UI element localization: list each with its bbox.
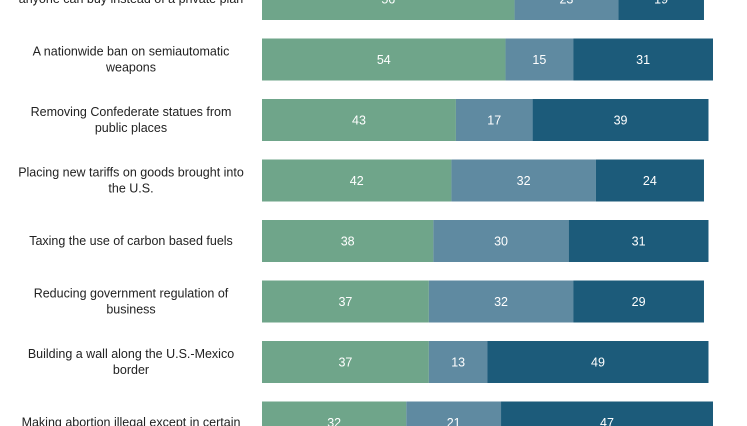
bar-segment-3 (532, 99, 709, 141)
category-label: A nationwide ban on semiautomatic weapons (33, 45, 230, 75)
value-label: 19 (654, 0, 668, 7)
bar-row: Taxing the use of carbon based fuels 38 30… (29, 220, 709, 262)
bar-segment-2 (433, 220, 569, 262)
value-label: 42 (350, 174, 364, 188)
value-label: 21 (447, 416, 461, 426)
category-label: Taxing the use of carbon based fuels (29, 234, 233, 248)
value-label: 29 (632, 295, 646, 309)
value-label: 32 (517, 174, 531, 188)
value-label: 17 (487, 114, 501, 128)
bar-segment-3 (487, 341, 709, 383)
bar-segment-1 (262, 280, 429, 323)
bar-segment-3 (573, 280, 704, 323)
bar-row: Reducing government regulation of busines… (34, 280, 704, 323)
bar-segment-2 (451, 159, 596, 202)
bar-segment-1 (262, 159, 452, 202)
value-label: 54 (377, 53, 391, 67)
value-label: 31 (636, 53, 650, 67)
bar-segment-2 (514, 0, 619, 20)
bar-row: A nationwide ban on semiautomatic weapons… (33, 38, 713, 81)
category-label: Building a wall along the U.S.-Mexico bor… (28, 347, 234, 377)
value-label: 47 (600, 416, 614, 426)
bar-segment-1 (262, 341, 429, 383)
bar-row: Removing Confederate statues from public … (31, 99, 709, 141)
bar-row: Making abortion illegal except in certai… (22, 401, 713, 426)
category-label: Removing Confederate statues from public … (31, 105, 232, 135)
bar-segment-2 (505, 38, 574, 81)
bar-segment-1 (262, 99, 456, 141)
value-label: 23 (559, 0, 573, 7)
value-label: 30 (494, 235, 508, 249)
value-label: 49 (591, 356, 605, 370)
category-label: anyone can buy instead of a private plan (19, 0, 244, 6)
bar-row: Building a wall along the U.S.-Mexico bor… (28, 341, 709, 383)
category-label: Making abortion illegal except in certai… (22, 416, 241, 426)
bar-segment-3 (618, 0, 704, 20)
bar-segment-3 (568, 220, 709, 262)
value-label: 56 (381, 0, 395, 7)
value-label: 37 (338, 356, 352, 370)
bar-segment-3 (573, 38, 713, 81)
value-label: 15 (532, 53, 546, 67)
value-label: 43 (352, 114, 366, 128)
value-label: 24 (643, 174, 657, 188)
value-label: 32 (494, 295, 508, 309)
value-label: 38 (341, 235, 355, 249)
bar-segment-1 (262, 0, 515, 20)
bar-segment-1 (262, 401, 407, 426)
category-label: Reducing government regulation of busines… (34, 287, 229, 317)
value-label: 32 (327, 416, 341, 426)
bar-segment-2 (428, 341, 488, 383)
bar-row: Placing new tariffs on goods brought int… (18, 159, 704, 202)
bar-segment-1 (262, 220, 434, 262)
value-label: 31 (632, 235, 646, 249)
bar-segment-2 (455, 99, 533, 141)
bar-segment-2 (428, 280, 574, 323)
bar-segment-3 (595, 159, 704, 202)
bar-segment-2 (406, 401, 502, 426)
value-label: 13 (451, 356, 465, 370)
bar-segment-3 (501, 401, 713, 426)
category-label: Placing new tariffs on goods brought int… (18, 166, 244, 196)
bar-segment-1 (262, 38, 506, 81)
bar-row: anyone can buy instead of a private plan… (19, 0, 704, 20)
value-label: 37 (338, 295, 352, 309)
value-label: 39 (614, 114, 628, 128)
